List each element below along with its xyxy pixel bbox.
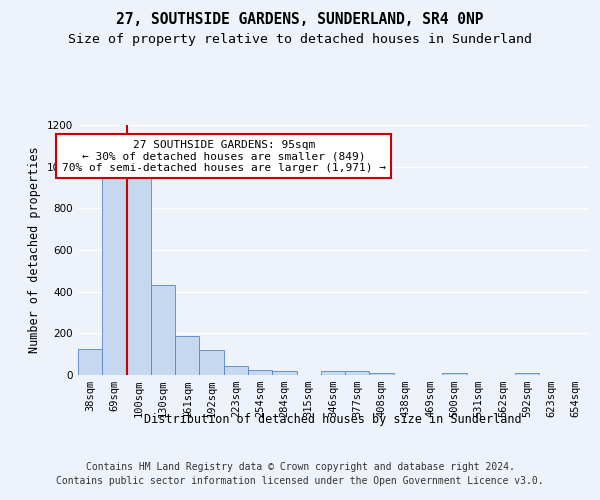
Bar: [224, 366, 248, 375]
Bar: [127, 178, 151, 375]
Bar: [102, 176, 127, 375]
Bar: [151, 286, 175, 375]
Bar: [370, 373, 394, 375]
Text: Contains public sector information licensed under the Open Government Licence v3: Contains public sector information licen…: [56, 476, 544, 486]
Bar: [515, 373, 539, 375]
Y-axis label: Number of detached properties: Number of detached properties: [28, 146, 41, 354]
Bar: [272, 371, 296, 375]
Bar: [321, 371, 345, 375]
Bar: [442, 373, 467, 375]
Text: 27, SOUTHSIDE GARDENS, SUNDERLAND, SR4 0NP: 27, SOUTHSIDE GARDENS, SUNDERLAND, SR4 0…: [116, 12, 484, 28]
Bar: [345, 371, 370, 375]
Text: Distribution of detached houses by size in Sunderland: Distribution of detached houses by size …: [144, 412, 522, 426]
Text: 27 SOUTHSIDE GARDENS: 95sqm
← 30% of detached houses are smaller (849)
70% of se: 27 SOUTHSIDE GARDENS: 95sqm ← 30% of det…: [62, 140, 386, 173]
Bar: [78, 349, 102, 375]
Bar: [175, 336, 199, 375]
Bar: [199, 350, 224, 375]
Bar: [248, 370, 272, 375]
Text: Size of property relative to detached houses in Sunderland: Size of property relative to detached ho…: [68, 32, 532, 46]
Text: Contains HM Land Registry data © Crown copyright and database right 2024.: Contains HM Land Registry data © Crown c…: [86, 462, 514, 472]
